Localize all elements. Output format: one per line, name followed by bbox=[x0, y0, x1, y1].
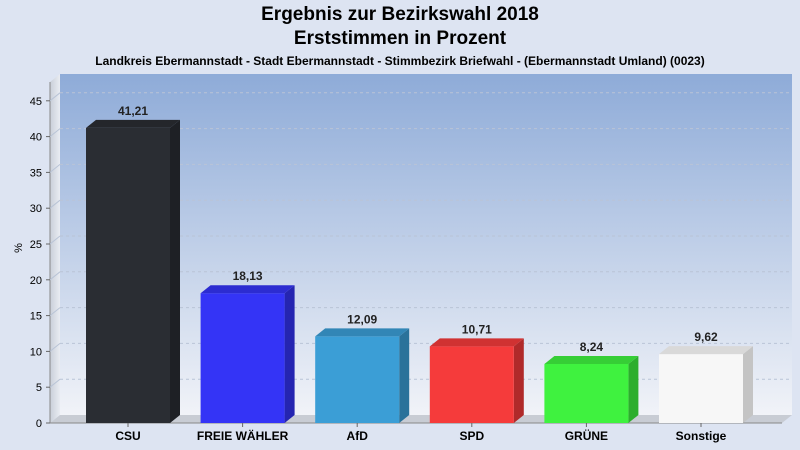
gridline bbox=[49, 164, 61, 173]
bar-side bbox=[513, 338, 524, 423]
bar-front bbox=[544, 364, 629, 423]
value-label: 8,24 bbox=[580, 340, 604, 354]
y-tick-label: 30 bbox=[30, 203, 42, 215]
bar-top bbox=[200, 285, 295, 294]
y-tick-label: 25 bbox=[30, 239, 42, 251]
category-label: SPD bbox=[459, 429, 484, 443]
gridline bbox=[49, 307, 61, 316]
gridline bbox=[49, 271, 61, 281]
category-label: CSU bbox=[115, 429, 140, 443]
bar-front bbox=[86, 127, 170, 423]
y-tick-label: 5 bbox=[36, 382, 42, 394]
gridline bbox=[49, 343, 61, 352]
chart-title: Ergebnis zur Bezirkswahl 2018 bbox=[261, 4, 539, 25]
left-wall bbox=[50, 74, 60, 423]
bar-side bbox=[170, 119, 180, 423]
y-axis-label: % bbox=[13, 243, 25, 253]
bar-top bbox=[544, 356, 639, 365]
category-label: AfD bbox=[347, 429, 369, 443]
bar bbox=[429, 338, 524, 423]
value-label: 41,21 bbox=[118, 104, 148, 118]
bar-front bbox=[659, 354, 743, 423]
bar bbox=[659, 346, 753, 423]
bar-side bbox=[284, 285, 295, 423]
bar-front bbox=[429, 346, 514, 423]
bar bbox=[315, 328, 410, 423]
bar-side bbox=[399, 328, 410, 423]
y-tick-label: 40 bbox=[30, 132, 42, 144]
bar-front bbox=[200, 293, 285, 423]
bar-side bbox=[628, 356, 639, 423]
y-tick-label: 0 bbox=[36, 418, 42, 430]
gridline bbox=[49, 378, 61, 388]
category-label: FREIE WÄHLER bbox=[197, 428, 289, 443]
bar-side bbox=[743, 346, 753, 423]
y-tick-label: 15 bbox=[30, 311, 42, 323]
bar bbox=[86, 119, 180, 423]
bar-front bbox=[315, 336, 400, 423]
bar-top bbox=[86, 119, 180, 128]
y-tick-label: 35 bbox=[30, 167, 42, 179]
category-label: GRÜNE bbox=[565, 428, 608, 443]
gridline bbox=[49, 199, 61, 209]
bar-top bbox=[429, 338, 524, 347]
category-label: Sonstige bbox=[676, 429, 727, 443]
bar bbox=[200, 285, 295, 423]
value-label: 18,13 bbox=[233, 269, 263, 283]
y-tick-label: 45 bbox=[30, 96, 42, 108]
bar bbox=[544, 356, 639, 423]
y-tick-label: 20 bbox=[30, 275, 42, 287]
gridline bbox=[49, 235, 61, 245]
value-label: 9,62 bbox=[694, 330, 718, 344]
chart-subtitle: Erststimmen in Prozent bbox=[293, 28, 507, 49]
bar-top bbox=[659, 346, 753, 355]
y-tick-label: 10 bbox=[30, 346, 42, 358]
gridline bbox=[49, 92, 61, 102]
value-label: 10,71 bbox=[462, 322, 492, 336]
chart-caption: Landkreis Ebermannstadt - Stadt Ebermann… bbox=[95, 54, 705, 68]
value-label: 12,09 bbox=[347, 312, 377, 326]
bar-top bbox=[315, 328, 410, 337]
gridline bbox=[49, 128, 61, 137]
